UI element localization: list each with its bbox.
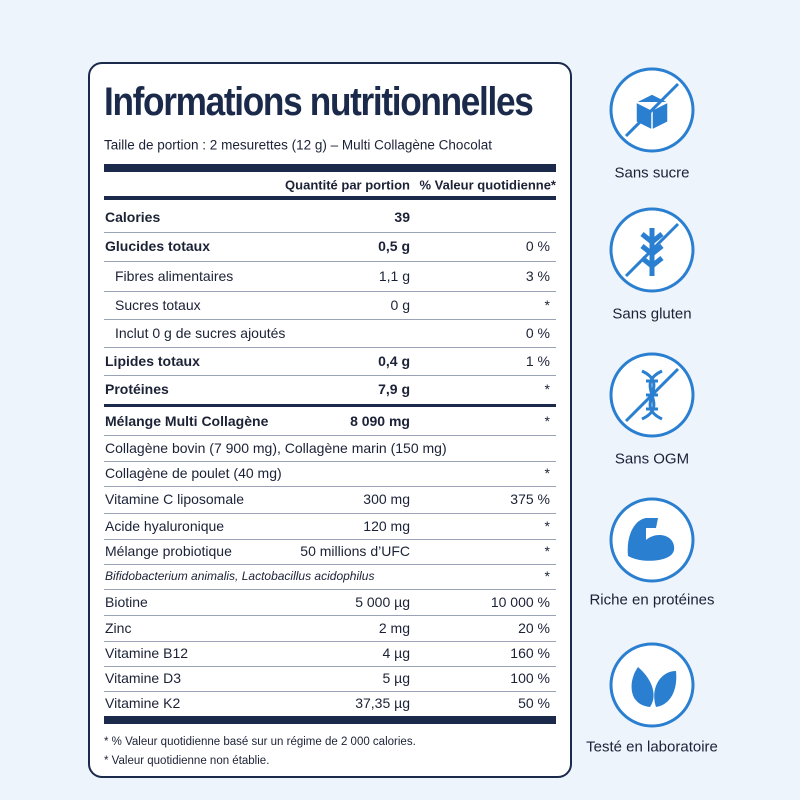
row-rule — [104, 539, 556, 540]
row-dv: 3 % — [525, 268, 550, 284]
row-dv: 0 % — [525, 238, 550, 254]
row-dv: * — [544, 568, 550, 584]
row-dv: 0 % — [525, 325, 550, 341]
rule — [104, 196, 556, 200]
row-amount: 2 mg — [378, 620, 410, 636]
row-rule — [104, 615, 556, 616]
row-rule — [104, 461, 556, 462]
row-label: Mélange Multi Collagène — [105, 413, 269, 429]
row-label: Calories — [105, 209, 161, 225]
title: Informations nutritionnelles — [104, 80, 534, 124]
row-label: Vitamine K2 — [105, 695, 181, 711]
row-label: Protéines — [105, 381, 169, 397]
row-rule — [104, 404, 556, 407]
row-amount: 8 090 mg — [350, 413, 410, 429]
badge-label: Riche en protéines — [589, 591, 715, 609]
row-amount: 39 — [394, 209, 410, 225]
row-rule — [104, 347, 556, 348]
row-label: Vitamine B12 — [105, 645, 189, 661]
row-amount: 5 000 µg — [355, 594, 410, 610]
row-label: Sucres totaux — [115, 297, 201, 313]
row-rule — [104, 375, 556, 376]
row-rule — [104, 486, 556, 487]
row-label: Bifidobacterium animalis, Lactobacillus … — [105, 569, 375, 583]
row-label: Glucides totaux — [105, 238, 211, 254]
row-amount: 0,5 g — [378, 238, 410, 254]
row-dv: 100 % — [510, 670, 550, 686]
row-dv: * — [544, 543, 550, 559]
row-amount: 50 millions d’UFC — [300, 543, 410, 559]
row-rule — [104, 435, 556, 436]
row-label: Collagène de poulet (40 mg) — [105, 465, 282, 481]
row-dv: 375 % — [510, 491, 550, 507]
row-rule — [104, 641, 556, 642]
row-label: Biotine — [105, 594, 148, 610]
row-label: Vitamine C liposomale — [105, 491, 245, 507]
row-label: Mélange probiotique — [105, 543, 232, 559]
row-rule — [104, 291, 556, 292]
row-rule — [104, 319, 556, 320]
serving: Taille de portion : 2 mesurettes (12 g) … — [104, 137, 492, 153]
row-label: Collagène bovin (7 900 mg), Collagène ma… — [105, 440, 447, 456]
row-dv: 10 000 % — [490, 594, 550, 610]
row-dv: 1 % — [525, 353, 550, 369]
row-amount: 37,35 µg — [355, 695, 410, 711]
row-label: Zinc — [105, 620, 132, 636]
row-rule — [104, 232, 556, 233]
row-dv: * — [544, 413, 550, 429]
row-label: Inclut 0 g de sucres ajoutés — [115, 325, 286, 341]
row-dv: 50 % — [518, 695, 550, 711]
footnote: * Valeur quotidienne non établie. — [104, 755, 270, 767]
row-rule — [104, 589, 556, 590]
row-dv: * — [544, 297, 550, 313]
row-amount: 5 µg — [382, 670, 410, 686]
row-amount: 4 µg — [382, 645, 410, 661]
header-amount: Quantité par portion — [285, 177, 410, 193]
rule — [104, 164, 556, 172]
badge-label: Sans OGM — [614, 450, 690, 468]
row-dv: * — [544, 465, 550, 481]
row-rule — [104, 666, 556, 667]
row-amount: 7,9 g — [378, 381, 410, 397]
row-amount: 1,1 g — [378, 268, 410, 284]
row-rule — [104, 261, 556, 262]
row-amount: 0,4 g — [378, 353, 410, 369]
row-label: Fibres alimentaires — [115, 268, 234, 284]
rule — [104, 716, 556, 724]
badge-label: Testé en laboratoire — [586, 738, 718, 756]
row-dv: * — [544, 518, 550, 534]
row-label: Acide hyaluronique — [105, 518, 225, 534]
row-rule — [104, 691, 556, 692]
row-amount: 0 g — [390, 297, 410, 313]
row-dv: 160 % — [510, 645, 550, 661]
row-label: Lipides totaux — [105, 353, 200, 369]
label-panel — [88, 62, 572, 778]
row-amount: 120 mg — [363, 518, 410, 534]
footnote: * % Valeur quotidienne basé sur un régim… — [104, 736, 416, 748]
badge-label: Sans gluten — [612, 305, 692, 323]
header-dv: % Valeur quotidienne* — [419, 177, 556, 193]
row-dv: * — [544, 381, 550, 397]
row-label: Vitamine D3 — [105, 670, 182, 686]
row-rule — [104, 564, 556, 565]
row-amount: 300 mg — [363, 491, 410, 507]
row-rule — [104, 513, 556, 514]
badge-label: Sans sucre — [614, 164, 690, 182]
row-dv: 20 % — [518, 620, 550, 636]
